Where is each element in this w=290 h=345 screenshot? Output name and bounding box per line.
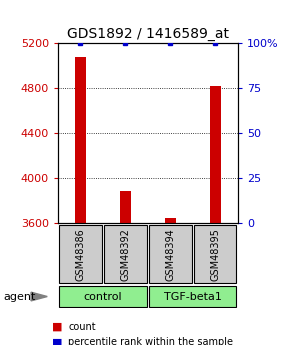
Text: GSM48392: GSM48392 [120,228,130,281]
Text: count: count [68,322,96,332]
Bar [149,286,236,307]
Text: GSM48394: GSM48394 [165,228,175,281]
Polygon shape [31,292,47,301]
Text: GSM48386: GSM48386 [75,228,86,281]
Bar [120,191,131,345]
Text: control: control [84,292,122,302]
Text: percentile rank within the sample: percentile rank within the sample [68,337,233,345]
Title: GDS1892 / 1416589_at: GDS1892 / 1416589_at [67,27,229,41]
Bar [165,218,176,345]
Text: ■: ■ [52,322,63,332]
Bar [149,226,191,284]
Bar [194,226,236,284]
Text: ■: ■ [52,337,63,345]
Bar [75,57,86,345]
Bar [104,226,146,284]
Text: agent: agent [3,292,35,302]
Bar [59,226,102,284]
Bar [210,86,221,345]
Text: TGF-beta1: TGF-beta1 [164,292,222,302]
Bar [59,286,146,307]
Text: GSM48395: GSM48395 [210,228,220,281]
